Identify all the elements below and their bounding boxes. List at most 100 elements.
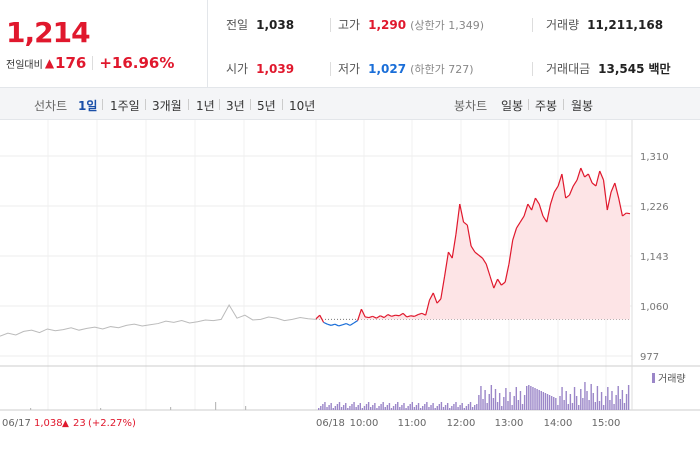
price-line-segment	[572, 179, 578, 187]
volume-bar	[432, 403, 434, 410]
x-tick-label: 14:00	[544, 418, 573, 429]
volume-bar	[598, 401, 601, 410]
tab-1-year[interactable]: 1년	[196, 99, 215, 113]
volume-bar	[409, 404, 411, 410]
volume-bar	[170, 407, 172, 410]
volume-bar	[428, 407, 430, 410]
volume-bar	[611, 391, 613, 410]
volume-bar	[492, 398, 495, 410]
price-line-segment	[546, 203, 552, 223]
volume-bar	[100, 408, 102, 410]
high-value: 1,290	[368, 18, 407, 32]
price-line-segment	[360, 308, 366, 318]
lower-limit: (하한가 727)	[410, 63, 474, 76]
price-line-segment	[565, 194, 570, 199]
amount-unit: 백만	[648, 62, 671, 76]
low-stat: 저가 1,027 (하한가 727)	[338, 60, 474, 77]
price-line-segment	[591, 182, 597, 187]
tab-daily[interactable]: 일봉	[501, 99, 524, 113]
volume-bar	[503, 397, 505, 410]
tab-10-years[interactable]: 10년	[289, 99, 316, 113]
price-line-segment	[315, 314, 321, 320]
volume-bar	[580, 389, 582, 410]
x-tick-label: 06/18	[316, 418, 345, 429]
prev-day-date: 06/17	[2, 418, 31, 429]
price-line-segment	[610, 182, 616, 193]
volume-bar	[567, 404, 569, 410]
price-line-segment	[549, 191, 555, 205]
price-line-segment	[440, 276, 446, 300]
volume-bar	[478, 395, 480, 410]
volume-bar	[546, 394, 549, 410]
high-stat: 고가 1,290 (상한가 1,349)	[338, 16, 484, 33]
volume-bar	[509, 392, 511, 410]
volume-bar	[594, 402, 597, 410]
prev-day-line	[0, 303, 317, 337]
volume-bar	[469, 402, 472, 410]
price-line-segment	[334, 323, 339, 327]
price-line-segment	[489, 275, 495, 289]
price-line-segment	[459, 203, 465, 223]
y-tick-label: 977	[640, 352, 659, 363]
volume-bar	[424, 404, 426, 410]
volume-bar	[351, 404, 353, 410]
volume-bar	[459, 405, 461, 410]
volume-bar	[501, 406, 503, 410]
divider	[330, 62, 331, 76]
volume-bar	[573, 387, 576, 410]
volume-bar	[607, 387, 609, 410]
price-line-segment	[580, 167, 586, 178]
volume-bar	[619, 399, 621, 410]
volume-bar	[536, 389, 538, 410]
tab-5-years[interactable]: 5년	[257, 99, 276, 113]
high-label: 고가	[338, 18, 361, 32]
price-line-segment	[618, 197, 624, 217]
volume-bar	[426, 402, 428, 410]
volume-bar	[617, 386, 619, 410]
volume-bar	[515, 387, 517, 410]
volume-bar	[530, 386, 532, 410]
up-arrow-icon: ▲	[44, 56, 55, 70]
volume-bar	[359, 403, 361, 410]
volume-bar	[463, 408, 465, 410]
volume-bar	[596, 386, 599, 410]
change-row: 전일대비 ▲ 176 +16.96%	[6, 54, 174, 72]
volume-bar	[542, 392, 545, 410]
price-line-segment	[512, 227, 518, 241]
volume-bar	[370, 407, 372, 410]
volume-bar	[467, 404, 470, 410]
price-line-segment	[414, 314, 419, 317]
volume-bar	[407, 406, 409, 410]
volume-bar	[590, 384, 592, 410]
volume-bar	[374, 403, 376, 410]
volume-bar	[245, 406, 247, 410]
tab-1-week[interactable]: 1주일	[110, 99, 140, 113]
tab-1-day[interactable]: 1일	[78, 99, 98, 113]
tab-3-months[interactable]: 3개월	[152, 99, 182, 113]
line-chart-label: 선차트	[34, 99, 68, 113]
volume-bar	[342, 405, 345, 410]
tab-3-years[interactable]: 3년	[226, 99, 245, 113]
price-line-segment	[504, 263, 510, 283]
amount-stat: 거래대금 13,545 백만	[546, 60, 671, 77]
volume-bar	[430, 405, 432, 410]
prev-close-label: 전일	[226, 18, 249, 32]
price-line-segment	[368, 315, 373, 319]
volume-bar	[482, 399, 484, 410]
price-line-segment	[383, 314, 389, 319]
tab-divider	[528, 99, 529, 110]
price-line-segment	[497, 278, 502, 286]
tab-monthly[interactable]: 월봉	[571, 99, 594, 113]
tab-weekly[interactable]: 주봉	[535, 99, 558, 113]
price-line-segment	[447, 251, 453, 259]
tab-divider	[188, 99, 189, 110]
volume-bar	[388, 403, 391, 410]
quote-summary: 1,214 전일대비 ▲ 176 +16.96% 전일 1,038 고가 1,290…	[0, 0, 700, 88]
price-line-segment	[587, 173, 593, 184]
price-line-segment	[428, 292, 434, 301]
price-line-segment	[455, 203, 461, 235]
price-line-segment	[534, 197, 540, 205]
change-label: 전일대비	[6, 59, 43, 71]
volume-bar	[365, 404, 368, 410]
volume-bar	[609, 400, 611, 410]
